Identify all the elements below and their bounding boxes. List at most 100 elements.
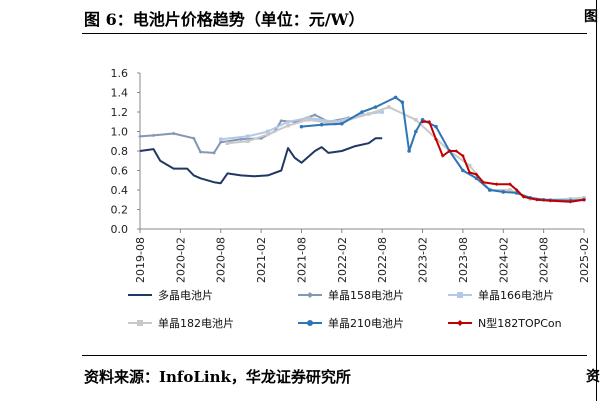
data-point	[138, 134, 142, 139]
data-point	[380, 110, 384, 114]
source-rule	[82, 355, 587, 356]
legend-marker	[457, 320, 463, 326]
data-point	[414, 129, 418, 134]
data-point	[474, 172, 479, 177]
axes: 0.0 0.2 0.4 0.6 0.8 1.0 1.2 1.4 1.6 2019-08 2020-0…	[111, 67, 592, 283]
data-point	[266, 132, 270, 137]
data-point	[400, 100, 405, 105]
data-point	[340, 121, 344, 126]
legend-marker	[307, 292, 313, 298]
data-point	[414, 118, 418, 122]
legend-item: 单晶166电池片	[448, 289, 554, 302]
y-tick-label: 0.6	[111, 165, 129, 178]
data-point	[494, 182, 499, 186]
source-note: 资料来源：InfoLink，华龙证券研究所	[84, 368, 351, 386]
series-line	[422, 120, 585, 203]
data-point	[259, 136, 263, 141]
data-point	[582, 197, 586, 202]
legend-item: 单晶158电池片	[298, 289, 404, 302]
data-point	[488, 188, 492, 192]
data-point	[279, 118, 284, 123]
data-point	[548, 198, 553, 203]
data-point	[245, 134, 250, 139]
data-point	[568, 199, 573, 204]
data-point	[319, 122, 324, 127]
series-5	[420, 119, 586, 204]
data-point	[225, 141, 230, 145]
x-tick-label: 2025-02	[578, 237, 591, 283]
x-tick-label: 2023-02	[417, 237, 430, 283]
data-point	[218, 137, 223, 142]
data-point	[151, 133, 156, 138]
column-divider	[596, 0, 597, 401]
legend-marker	[307, 320, 313, 326]
data-point	[508, 188, 512, 192]
y-tick-label: 0.0	[111, 223, 129, 236]
legend-label: 多晶电池片	[158, 288, 213, 302]
data-point	[434, 137, 438, 142]
chart-title: 图 6：电池片价格趋势（单位：元/W）	[84, 10, 365, 29]
data-point	[245, 139, 250, 144]
data-point	[434, 124, 438, 129]
legend-item: 多晶电池片	[128, 288, 213, 302]
data-point	[393, 95, 398, 100]
next-column-title-fragment: 图	[584, 9, 598, 25]
legend-item: 单晶210电池片	[298, 317, 404, 330]
legend-label: 单晶166电池片	[478, 289, 554, 302]
data-point	[192, 136, 196, 141]
series-line	[301, 96, 585, 202]
y-tick-label: 0.4	[111, 184, 129, 197]
x-tick-label: 2022-08	[376, 237, 389, 283]
series-line	[220, 111, 383, 141]
data-point	[514, 188, 519, 192]
data-point	[447, 149, 452, 153]
data-point	[467, 170, 472, 175]
data-point	[535, 197, 539, 202]
data-point	[198, 150, 203, 154]
series-0	[139, 137, 383, 185]
data-point	[360, 110, 364, 114]
data-point	[218, 140, 223, 145]
legend-marker	[457, 292, 463, 298]
series-lines	[138, 95, 586, 204]
title-rule	[82, 33, 587, 34]
legend-label: N型182TOPCon	[478, 316, 562, 330]
y-tick-label: 0.8	[111, 145, 129, 158]
y-tick-label: 1.0	[111, 126, 129, 139]
y-tick-label: 1.6	[111, 67, 129, 80]
legend-item: 单晶182电池片	[128, 317, 234, 330]
data-point	[286, 119, 290, 124]
x-tick-label: 2020-08	[215, 237, 228, 283]
x-tick-label: 2021-02	[255, 237, 268, 283]
legend-marker	[137, 320, 143, 326]
data-point	[568, 196, 573, 201]
legend-item: N型182TOPCon	[448, 316, 562, 330]
data-point	[306, 118, 310, 122]
data-point	[313, 113, 317, 117]
data-point	[212, 151, 216, 155]
x-tick-label: 2022-02	[336, 237, 349, 283]
x-tick-label: 2024-02	[497, 237, 510, 283]
x-tick-label: 2024-08	[538, 237, 551, 283]
data-point	[239, 137, 243, 142]
data-point	[582, 196, 586, 200]
x-tick-label: 2019-08	[134, 237, 147, 283]
data-point	[299, 124, 304, 129]
data-point	[266, 129, 270, 134]
data-point	[306, 116, 310, 120]
data-point	[501, 190, 506, 194]
series-4	[299, 95, 586, 203]
legend-label: 单晶158电池片	[328, 289, 404, 302]
data-point	[508, 182, 512, 186]
data-point	[333, 119, 337, 124]
data-point	[440, 154, 445, 158]
data-point	[427, 119, 432, 124]
data-point	[387, 105, 391, 109]
y-tick-label: 1.4	[111, 87, 129, 100]
data-point	[467, 163, 472, 168]
x-tick-label: 2020-02	[174, 237, 187, 283]
x-tick-label: 2021-08	[295, 237, 308, 283]
data-point	[461, 168, 465, 173]
data-point	[461, 154, 465, 158]
